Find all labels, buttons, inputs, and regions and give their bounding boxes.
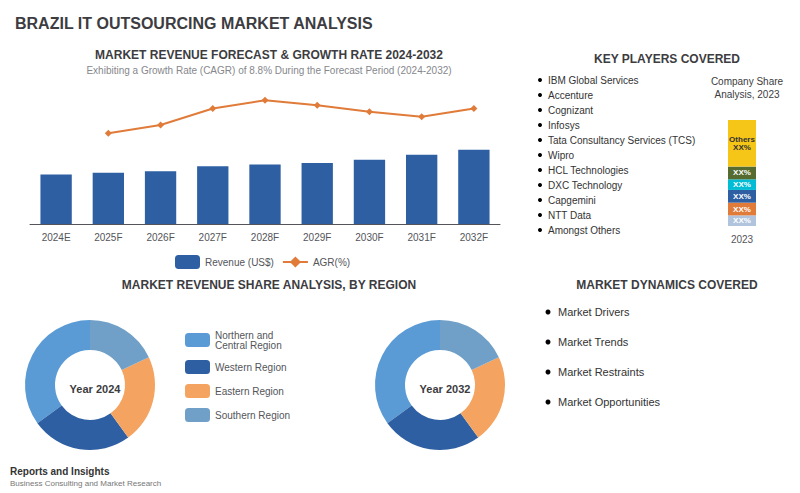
svg-text:Exhibiting a Growth Rate (CAGR: Exhibiting a Growth Rate (CAGR) of 8.8% … bbox=[86, 65, 451, 76]
svg-text:DXC Technology: DXC Technology bbox=[548, 180, 622, 191]
svg-text:BRAZIL IT OUTSOURCING MARKET A: BRAZIL IT OUTSOURCING MARKET ANALYSIS bbox=[15, 15, 373, 32]
svg-text:2030F: 2030F bbox=[355, 232, 383, 243]
svg-text:2029F: 2029F bbox=[303, 232, 331, 243]
svg-text:Central Region: Central Region bbox=[215, 340, 282, 351]
svg-text:Tata Consultancy Services (TCS: Tata Consultancy Services (TCS) bbox=[548, 135, 695, 146]
svg-text:Market Drivers: Market Drivers bbox=[558, 306, 630, 318]
svg-text:Revenue (US$): Revenue (US$) bbox=[205, 257, 274, 268]
svg-text:Eastern Region: Eastern Region bbox=[215, 386, 284, 397]
svg-text:Amongst Others: Amongst Others bbox=[548, 225, 620, 236]
svg-text:XX%: XX% bbox=[733, 168, 751, 177]
svg-text:MARKET REVENUE SHARE ANALYSIS,: MARKET REVENUE SHARE ANALYSIS, BY REGION bbox=[122, 278, 416, 292]
svg-text:Market Restraints: Market Restraints bbox=[558, 366, 645, 378]
svg-text:MARKET REVENUE FORECAST & GROW: MARKET REVENUE FORECAST & GROWTH RATE 20… bbox=[95, 48, 443, 62]
svg-text:2032F: 2032F bbox=[460, 232, 488, 243]
svg-text:2026F: 2026F bbox=[146, 232, 174, 243]
svg-text:KEY PLAYERS COVERED: KEY PLAYERS COVERED bbox=[594, 52, 740, 66]
svg-text:MARKET DYNAMICS COVERED: MARKET DYNAMICS COVERED bbox=[576, 278, 758, 292]
svg-text:XX%: XX% bbox=[733, 192, 751, 201]
svg-text:Year 2032: Year 2032 bbox=[420, 383, 471, 395]
svg-text:HCL Technologies: HCL Technologies bbox=[548, 165, 629, 176]
svg-text:Company Share: Company Share bbox=[711, 76, 784, 87]
svg-text:Accenture: Accenture bbox=[548, 90, 593, 101]
svg-text:Reports and Insights: Reports and Insights bbox=[10, 466, 110, 477]
svg-text:Capgemini: Capgemini bbox=[548, 195, 596, 206]
svg-text:XX%: XX% bbox=[733, 216, 751, 225]
svg-text:IBM Global Services: IBM Global Services bbox=[548, 75, 639, 86]
svg-text:AGR(%): AGR(%) bbox=[313, 257, 350, 268]
svg-text:2024E: 2024E bbox=[42, 232, 71, 243]
svg-text:Others: Others bbox=[729, 134, 755, 144]
svg-text:2023: 2023 bbox=[731, 234, 754, 245]
svg-text:Market Opportunities: Market Opportunities bbox=[558, 396, 661, 408]
svg-text:Year 2024: Year 2024 bbox=[70, 383, 122, 395]
svg-text:Wipro: Wipro bbox=[548, 150, 575, 161]
svg-text:2027F: 2027F bbox=[199, 232, 227, 243]
svg-text:XX%: XX% bbox=[733, 180, 751, 189]
svg-text:2028F: 2028F bbox=[251, 232, 279, 243]
svg-text:2025F: 2025F bbox=[94, 232, 122, 243]
svg-text:Southern Region: Southern Region bbox=[215, 410, 290, 421]
svg-text:Analysis, 2023: Analysis, 2023 bbox=[714, 89, 779, 100]
svg-text:XX%: XX% bbox=[733, 143, 751, 152]
svg-text:XX%: XX% bbox=[733, 205, 751, 214]
svg-text:Cognizant: Cognizant bbox=[548, 105, 593, 116]
svg-text:2031F: 2031F bbox=[407, 232, 435, 243]
svg-text:Northern and: Northern and bbox=[215, 329, 274, 341]
svg-text:Western Region: Western Region bbox=[215, 362, 287, 373]
svg-text:Market Trends: Market Trends bbox=[558, 336, 629, 348]
svg-text:NTT Data: NTT Data bbox=[548, 210, 592, 221]
svg-text:Business Consulting and Market: Business Consulting and Market Research bbox=[10, 479, 161, 488]
svg-text:Infosys: Infosys bbox=[548, 120, 580, 131]
